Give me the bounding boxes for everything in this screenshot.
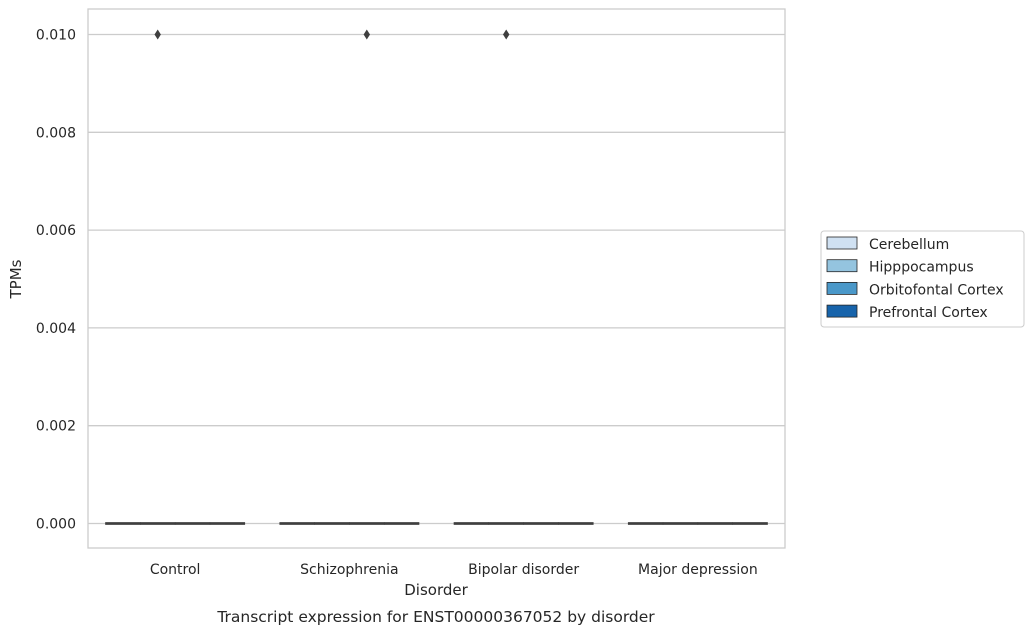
legend-swatch <box>826 236 858 250</box>
legend-label: Orbitofontal Cortex <box>869 282 1004 298</box>
gridlines <box>88 33 785 525</box>
y-tick-label: 0.000 <box>36 517 76 533</box>
y-tick-label: 0.004 <box>36 321 76 337</box>
y-axis-label: TPMs <box>7 259 25 299</box>
legend: Cerebellum Hipppocampus Orbitofontal Corte… <box>820 230 1025 328</box>
x-tick-label: Control <box>150 562 201 578</box>
legend-label: Hipppocampus <box>869 260 974 276</box>
outliers <box>154 29 510 40</box>
x-tick-label: Schizophrenia <box>300 562 398 578</box>
legend-label: Cerebellum <box>869 237 949 253</box>
legend-swatch <box>826 304 858 318</box>
y-tick-label: 0.010 <box>36 28 76 44</box>
x-tick-label: Bipolar disorder <box>468 562 579 578</box>
y-tick-labels: 0.000 0.002 0.004 0.006 0.008 0.010 <box>36 28 76 533</box>
legend-frame <box>820 230 1025 328</box>
boxes <box>105 522 768 525</box>
plot-area-frame <box>87 8 786 549</box>
legend-swatch <box>826 281 858 295</box>
y-tick-label: 0.002 <box>36 419 76 435</box>
y-tick-label: 0.006 <box>36 223 76 239</box>
legend-items: Cerebellum Hipppocampus Orbitofontal Corte… <box>826 236 1004 321</box>
x-tick-labels: Control Schizophrenia Bipolar disorder Majo… <box>150 562 758 578</box>
outlier-point <box>503 29 510 40</box>
legend-swatch <box>826 259 858 273</box>
y-tick-label: 0.008 <box>36 125 76 141</box>
x-tick-label: Major depression <box>638 562 758 578</box>
chart-caption: Transcript expression for ENST0000036705… <box>216 608 655 626</box>
x-axis-label: Disorder <box>404 581 468 599</box>
outlier-point <box>363 29 370 40</box>
outlier-point <box>154 29 161 40</box>
legend-label: Prefrontal Cortex <box>869 305 988 321</box>
